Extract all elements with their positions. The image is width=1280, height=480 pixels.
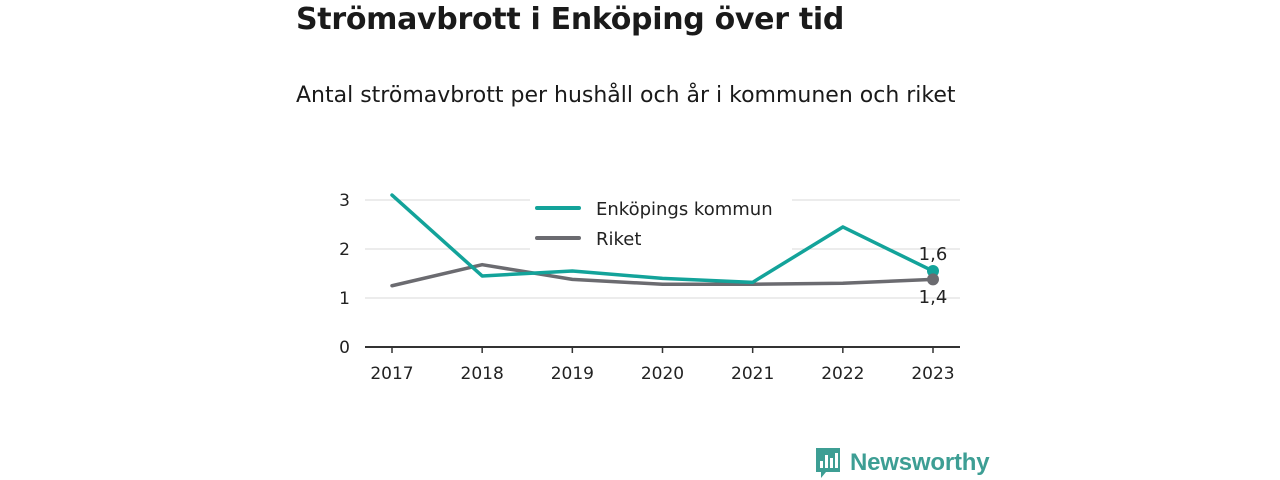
x-tick-label: 2019 bbox=[551, 364, 594, 384]
x-tick-label: 2021 bbox=[731, 364, 774, 384]
newsworthy-logo: Newsworthy bbox=[814, 446, 990, 480]
x-tick-label: 2023 bbox=[911, 364, 954, 384]
legend-label: Enköpings kommun bbox=[596, 199, 773, 220]
y-tick-label: 2 bbox=[339, 240, 350, 260]
x-tick-label: 2022 bbox=[821, 364, 864, 384]
x-axis-ticks: 2017 2018 2019 2020 2021 2022 2023 bbox=[370, 347, 955, 384]
line-chart: 0 1 2 3 2017 2018 2019 2020 2021 2022 2023 Enköpi… bbox=[339, 191, 960, 384]
y-axis-ticks: 0 1 2 3 bbox=[339, 191, 350, 358]
y-tick-label: 3 bbox=[339, 191, 350, 211]
series-line-enkoping bbox=[390, 193, 935, 285]
end-point-enkoping bbox=[927, 265, 939, 278]
chart-subtitle: Antal strömavbrott per hushåll och år i … bbox=[296, 83, 956, 108]
x-tick-label: 2018 bbox=[461, 364, 504, 384]
x-tick-label: 2020 bbox=[641, 364, 684, 384]
end-label-enkoping: 1,6 bbox=[919, 244, 948, 265]
legend-background bbox=[530, 192, 792, 254]
series-lines bbox=[390, 193, 939, 288]
legend: Enköpings kommun Riket bbox=[530, 192, 792, 254]
y-tick-label: 1 bbox=[339, 289, 350, 309]
logo-text: Newsworthy bbox=[850, 449, 990, 476]
legend-label: Riket bbox=[596, 229, 641, 250]
end-point-riket bbox=[927, 273, 939, 286]
newsworthy-logo-icon bbox=[816, 448, 840, 478]
x-tick-label: 2017 bbox=[370, 364, 413, 384]
end-label-riket: 1,4 bbox=[919, 287, 948, 308]
chart-title: Strömavbrott i Enköping över tid bbox=[296, 2, 845, 37]
y-tick-label: 0 bbox=[339, 338, 350, 358]
end-labels: 1,6 1,4 bbox=[919, 244, 948, 308]
series-line-riket bbox=[390, 262, 935, 288]
